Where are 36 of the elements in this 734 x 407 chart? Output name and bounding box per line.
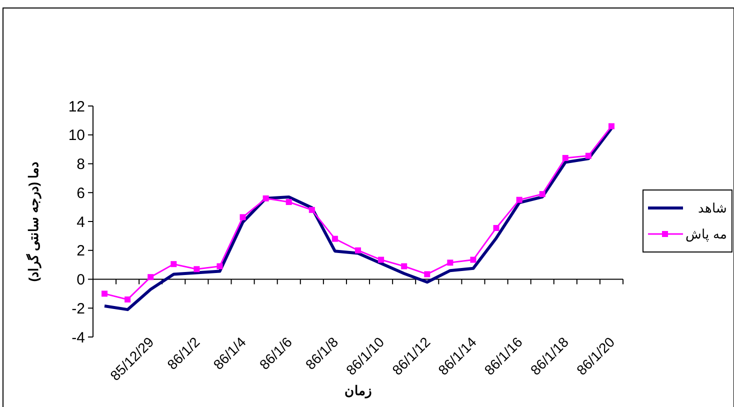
legend-label: شاهد	[698, 200, 727, 216]
point	[262, 195, 269, 202]
point	[378, 256, 384, 263]
point	[332, 236, 338, 242]
point	[194, 266, 200, 272]
point	[216, 263, 223, 270]
point	[516, 196, 522, 203]
y-tick-label: 12	[68, 98, 85, 116]
y-tick-label: -4	[72, 329, 85, 346]
point	[562, 154, 568, 161]
y-tick-label: -2	[72, 300, 85, 318]
point	[355, 247, 361, 254]
legend-label: مه پاش	[685, 226, 727, 243]
point	[124, 296, 131, 302]
y-tick-label: 8	[76, 156, 85, 173]
y-tick-label: 10	[68, 127, 85, 144]
point	[447, 260, 454, 266]
point	[240, 214, 246, 220]
point	[401, 263, 408, 270]
point	[493, 224, 500, 231]
point	[308, 206, 315, 213]
x-axis-title: زمان	[344, 383, 372, 399]
point	[424, 271, 430, 278]
point	[148, 274, 154, 280]
point	[539, 191, 546, 198]
point	[286, 199, 292, 206]
point	[470, 256, 476, 263]
y-tick-label: 0	[76, 272, 85, 288]
y-tick-label: 4	[76, 214, 85, 231]
y-tick-label: 2	[76, 242, 85, 260]
point	[102, 290, 108, 297]
point	[170, 261, 177, 268]
point	[608, 123, 614, 130]
point	[585, 152, 592, 159]
y-axis-title: دما (درجه سانتی گراد)	[25, 161, 42, 282]
y-tick-label: 6	[76, 184, 85, 202]
